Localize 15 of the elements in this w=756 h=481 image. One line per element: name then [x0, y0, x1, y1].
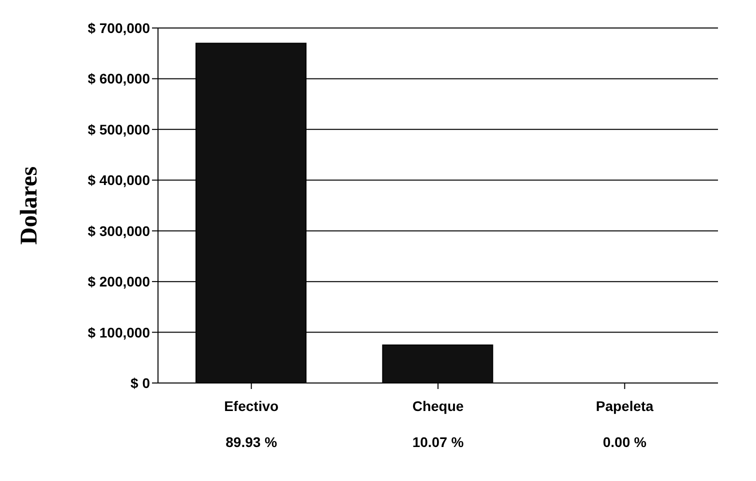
y-axis-title: Dolares — [16, 166, 43, 245]
y-tick-label: $ 700,000 — [88, 20, 150, 36]
y-tick-label: $ 0 — [130, 374, 150, 391]
x-tick-label: Papeleta — [596, 398, 654, 414]
y-tick-label: $ 600,000 — [88, 70, 150, 87]
y-tick-label: $ 100,000 — [88, 324, 150, 340]
y-tick-label: $ 500,000 — [88, 121, 150, 138]
text: 10.07 % — [412, 434, 464, 450]
y-tick-label: $ 400,000 — [88, 172, 150, 188]
text: 0.00 % — [602, 434, 648, 450]
y-tick-label: $ 300,000 — [88, 222, 150, 239]
y-tick-label: $ 200,000 — [88, 274, 150, 290]
text: 89.93 % — [226, 434, 278, 450]
x-tick-label: Efectivo — [224, 398, 279, 414]
x-tick-label: Cheque — [412, 398, 464, 414]
